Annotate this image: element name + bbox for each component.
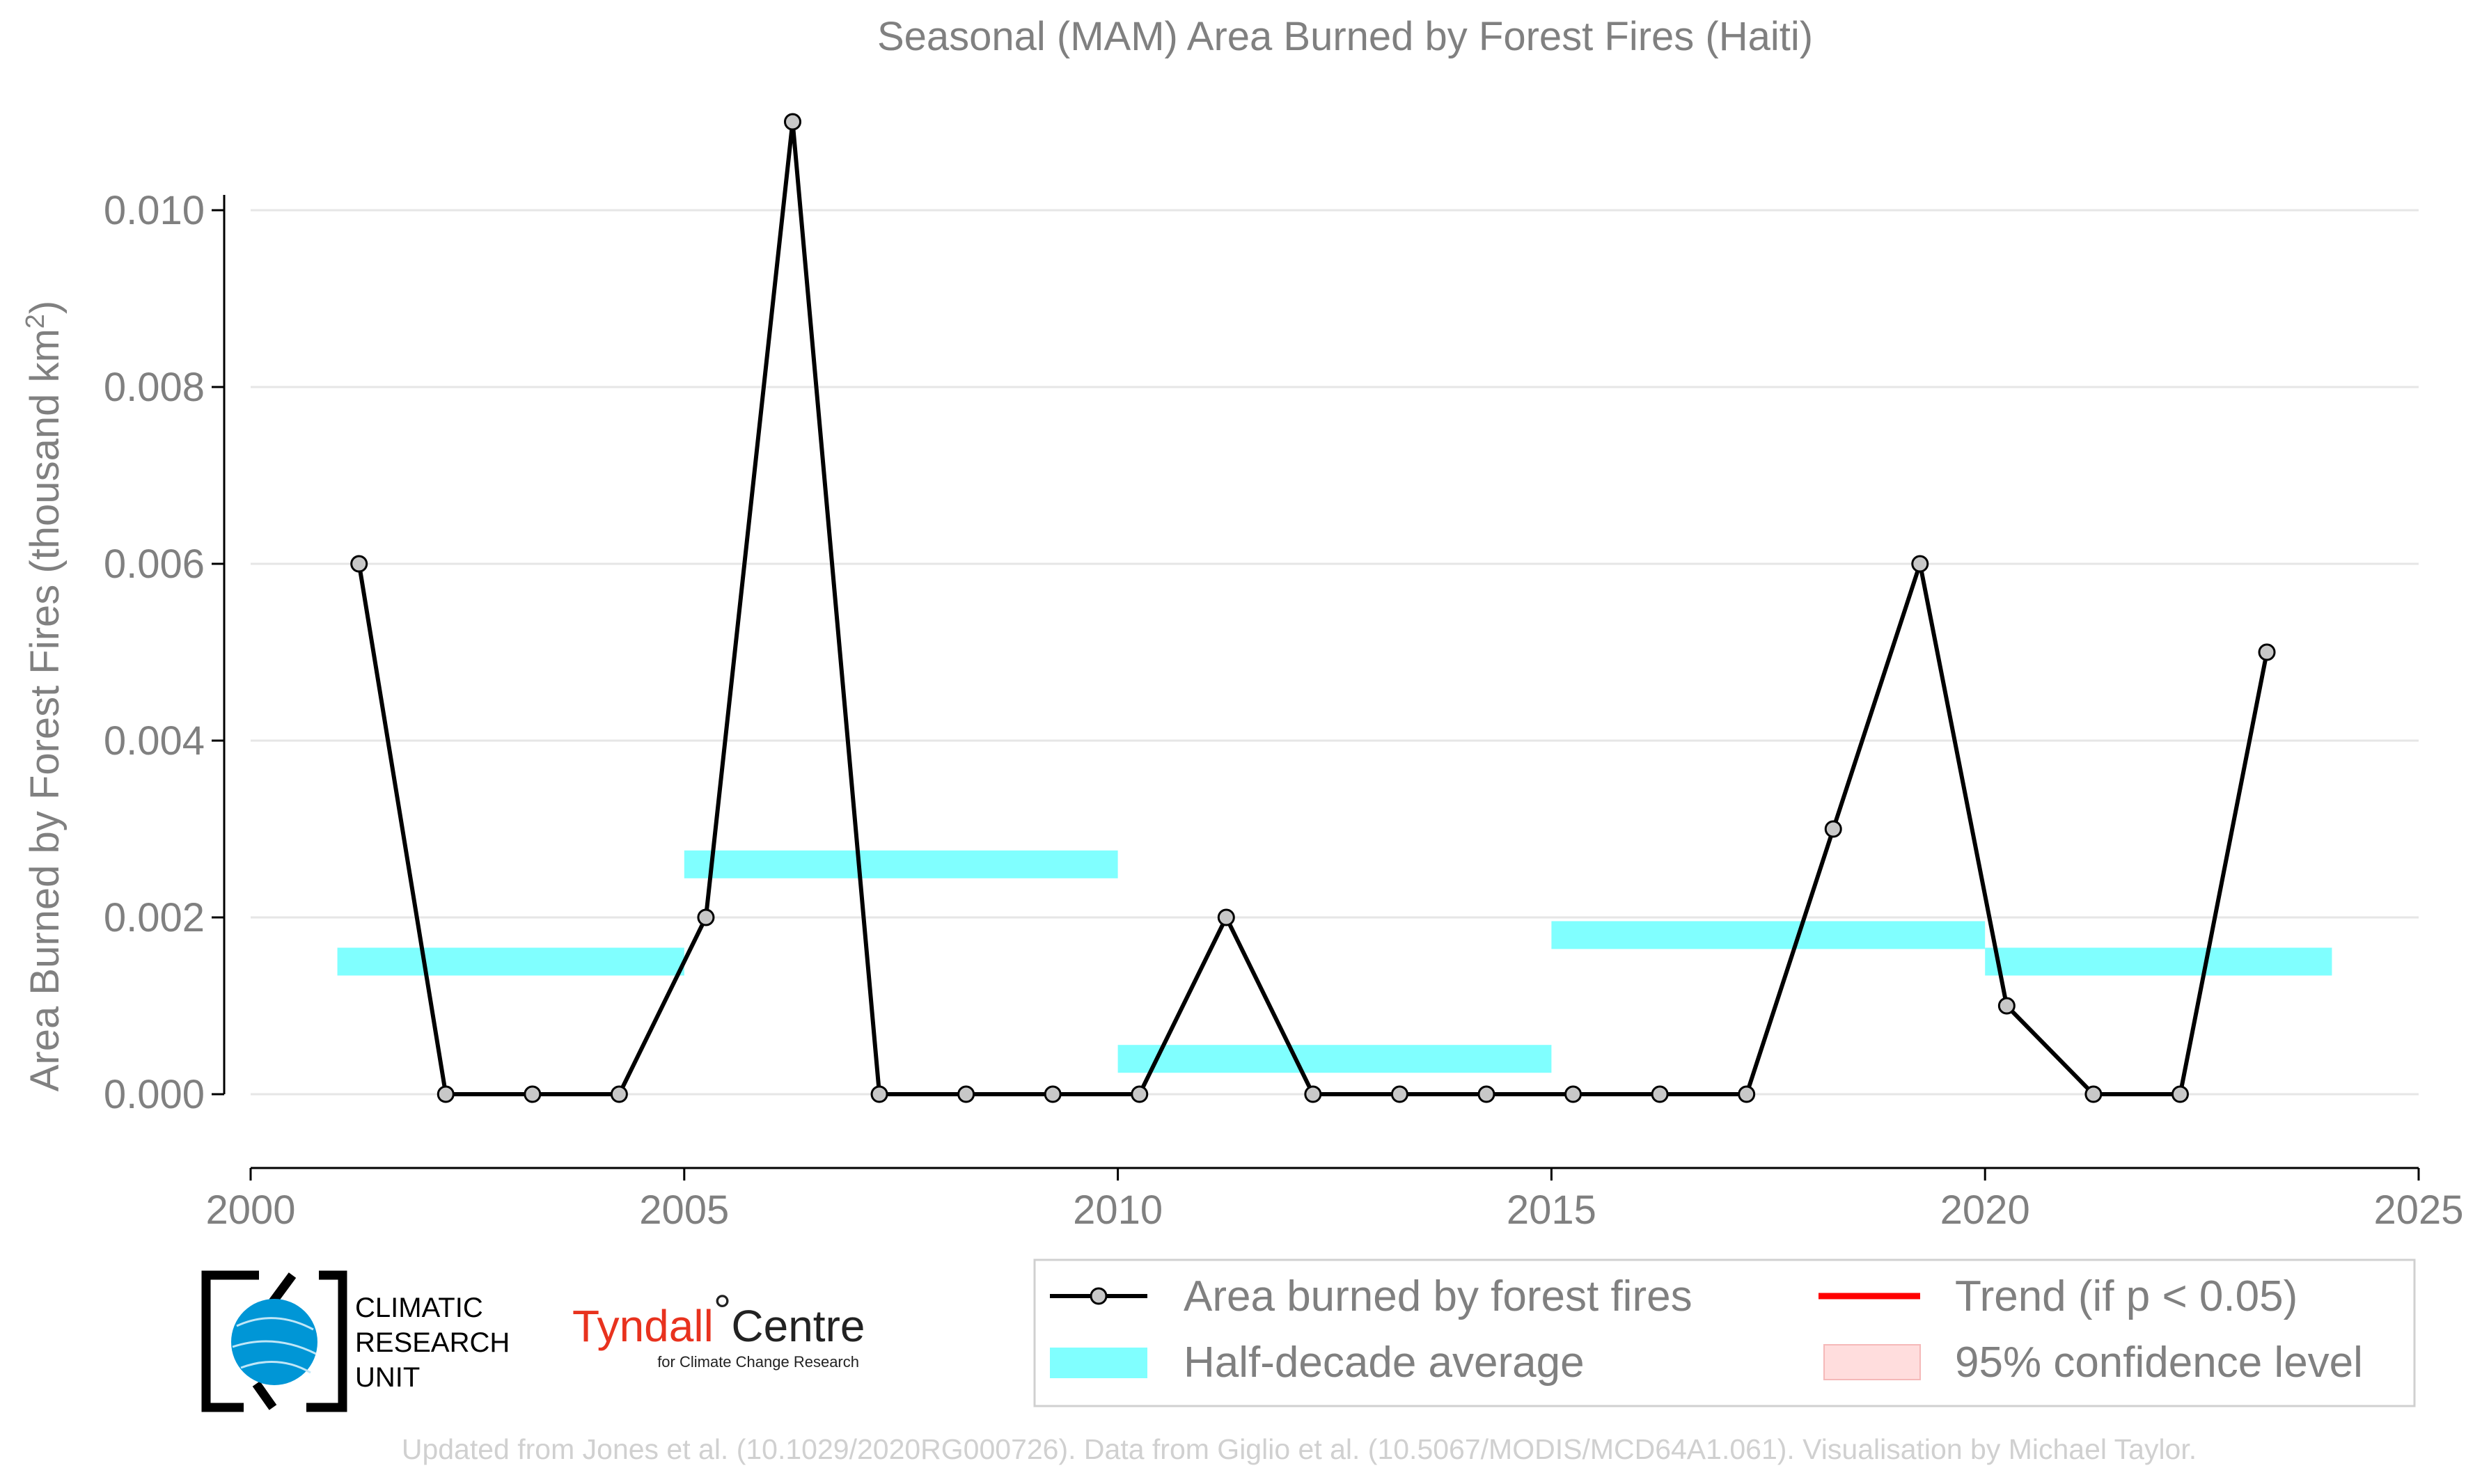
data-point-13 xyxy=(1477,1085,1495,1103)
data-point-16 xyxy=(1738,1085,1756,1103)
y-tick-label-5: 0.010 xyxy=(104,188,205,233)
cru-globe-lines xyxy=(232,1317,317,1374)
cru-line-3: UNIT xyxy=(355,1362,420,1393)
data-point-1 xyxy=(437,1085,455,1103)
x-tick-label-2: 2010 xyxy=(1073,1187,1163,1233)
legend-label-area-burned: Area burned by forest fires xyxy=(1184,1272,1692,1320)
legend-label-half-decade: Half-decade average xyxy=(1184,1339,1585,1387)
x-tick-label-5: 2025 xyxy=(2373,1187,2463,1233)
x-tick-label-3: 2015 xyxy=(1507,1187,1596,1233)
cru-logo: CLIMATIC RESEARCH UNIT xyxy=(201,1270,510,1412)
data-point-7 xyxy=(957,1085,975,1103)
half-decade-bar-3 xyxy=(1551,921,1986,949)
half-decade-averages xyxy=(337,850,2332,1073)
cru-logo-slash-bottom xyxy=(252,1381,277,1410)
chart-title: Seasonal (MAM) Area Burned by Forest Fir… xyxy=(877,14,1813,59)
cru-line-1: CLIMATIC xyxy=(355,1293,483,1323)
x-tick-label-0: 2000 xyxy=(205,1187,295,1233)
x-axis-ticks: 2000 2005 2010 2015 2020 2025 xyxy=(205,1168,2464,1233)
data-point-9 xyxy=(1131,1085,1149,1103)
y-tick-label-2: 0.004 xyxy=(104,718,205,764)
data-point-2 xyxy=(524,1085,542,1103)
y-tick-label-3: 0.006 xyxy=(104,542,205,587)
half-decade-bar-2 xyxy=(1117,1045,1552,1073)
data-point-6 xyxy=(870,1085,888,1103)
footer-credits: Updated from Jones et al. (10.1029/2020R… xyxy=(402,1433,2197,1465)
data-point-10 xyxy=(1217,908,1235,926)
legend-frame xyxy=(1033,1258,2416,1407)
data-point-8 xyxy=(1044,1085,1062,1103)
tyndall-wordmark: Tyndall°Centre xyxy=(572,1286,865,1351)
grid-lines xyxy=(251,209,2419,1096)
legend-swatch-half-decade xyxy=(1050,1348,1147,1378)
data-point-0 xyxy=(350,555,368,573)
legend-marker-area-burned xyxy=(1090,1287,1108,1305)
data-point-15 xyxy=(1651,1085,1669,1103)
data-point-21 xyxy=(2171,1085,2189,1103)
half-decade-bar-0 xyxy=(337,947,684,976)
data-point-4 xyxy=(697,908,715,926)
data-point-12 xyxy=(1390,1085,1408,1103)
legend-swatch-confidence xyxy=(1823,1344,1921,1380)
half-decade-bar-1 xyxy=(684,850,1118,878)
data-point-17 xyxy=(1824,820,1842,838)
y-tick-label-1: 0.002 xyxy=(104,895,205,940)
x-tick-label-4: 2020 xyxy=(1940,1187,2030,1233)
tyndall-logo: Tyndall°Centre for Climate Change Resear… xyxy=(572,1286,865,1371)
series-points xyxy=(350,113,2276,1103)
y-axis-label: Area Burned by Forest Fires (thousand km… xyxy=(21,301,68,1092)
cru-logo-slash-top xyxy=(269,1272,297,1304)
data-point-18 xyxy=(1911,555,1929,573)
data-point-22 xyxy=(2258,643,2276,661)
data-point-3 xyxy=(610,1085,628,1103)
data-point-19 xyxy=(1997,997,2016,1015)
cru-logo-frame xyxy=(201,1270,347,1412)
y-tick-label-0: 0.000 xyxy=(104,1072,205,1117)
legend-label-confidence: 95% confidence level xyxy=(1955,1339,2363,1387)
tyndall-subtitle: for Climate Change Research xyxy=(657,1353,859,1371)
y-tick-label-4: 0.008 xyxy=(104,365,205,410)
data-point-11 xyxy=(1304,1085,1322,1103)
legend-label-trend: Trend (if p < 0.05) xyxy=(1955,1272,2298,1320)
cru-line-2: RESEARCH xyxy=(355,1327,510,1358)
x-tick-label-1: 2005 xyxy=(639,1187,729,1233)
y-axis-ticks: 0.000 0.002 0.004 0.006 0.008 0.010 xyxy=(104,188,224,1117)
data-point-5 xyxy=(784,113,801,131)
data-point-14 xyxy=(1564,1085,1582,1103)
half-decade-bar-4 xyxy=(1985,947,2332,976)
data-point-20 xyxy=(2084,1085,2103,1103)
legend: Area burned by forest fires Trend (if p … xyxy=(1033,1258,2416,1407)
